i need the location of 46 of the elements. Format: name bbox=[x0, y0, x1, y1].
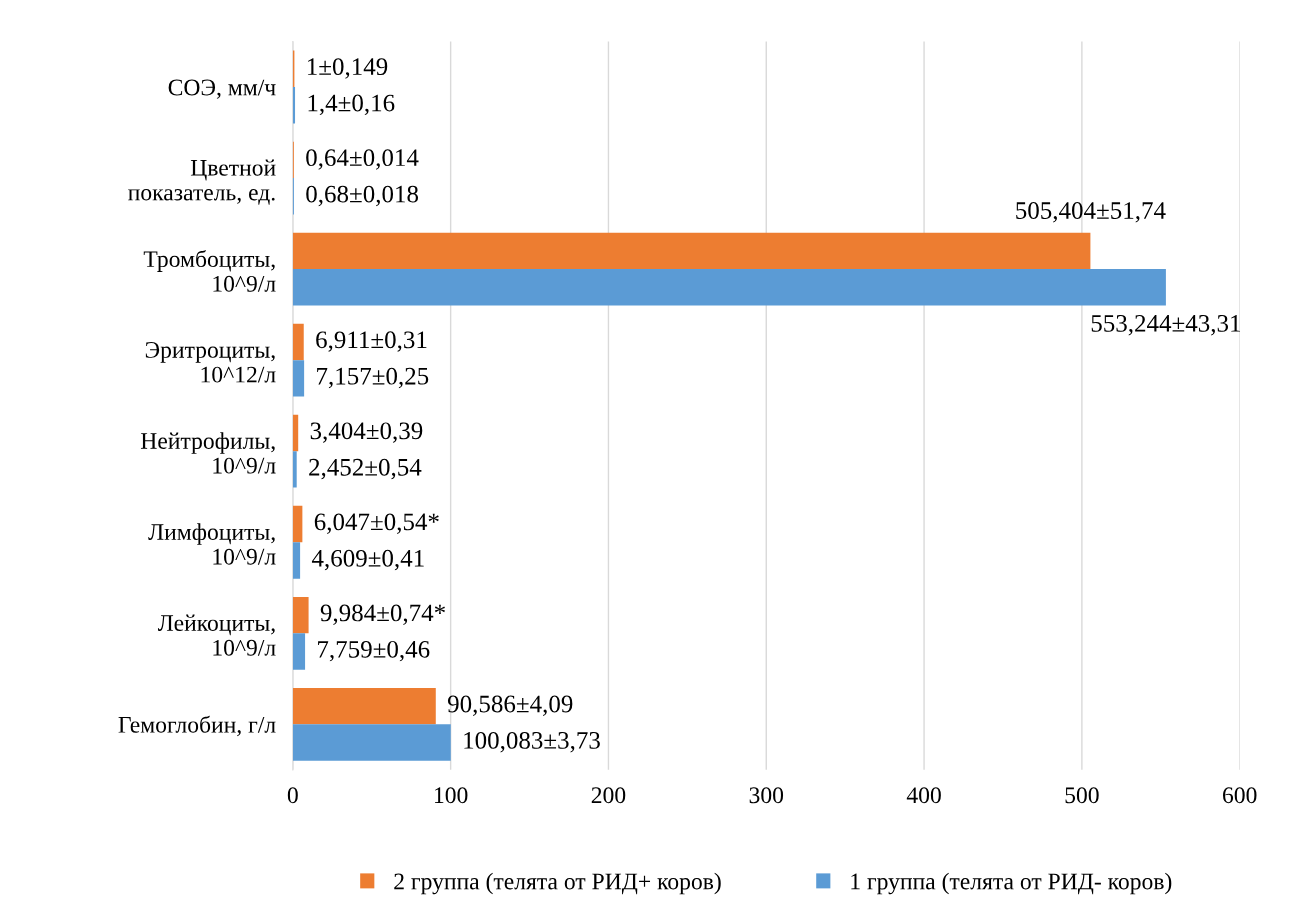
x-tick-label: 200 bbox=[591, 787, 626, 804]
data-label: 3,404±0,39 bbox=[310, 422, 423, 443]
bar bbox=[292, 724, 451, 761]
bar bbox=[292, 414, 299, 452]
data-label: 1,4±0,16 bbox=[308, 94, 395, 116]
bar bbox=[292, 323, 304, 361]
data-label: 7,759±0,46 bbox=[318, 640, 430, 662]
x-tick-label: 300 bbox=[749, 787, 784, 804]
bar bbox=[292, 633, 306, 670]
data-label: 0,64±0,014 bbox=[306, 149, 419, 170]
bar bbox=[292, 360, 305, 397]
bar bbox=[292, 451, 297, 488]
data-label: 7,157±0,25 bbox=[317, 367, 429, 389]
data-label: 553,244±43,31 bbox=[1091, 315, 1241, 336]
bar bbox=[292, 87, 296, 124]
y-tick-label: Цветной показатель, ед. bbox=[128, 159, 276, 205]
legend-label: 2 группа (телята от РИД+ коров) bbox=[394, 872, 721, 895]
y-tick-label: Эритроциты, 10^12/л bbox=[145, 342, 276, 383]
bar bbox=[292, 687, 436, 725]
data-label: 90,586±4,09 bbox=[447, 695, 573, 716]
bar bbox=[292, 596, 309, 634]
bar bbox=[292, 269, 1166, 306]
data-label: 6,911±0,31 bbox=[316, 331, 427, 352]
x-tick-label: 500 bbox=[1065, 787, 1099, 804]
bar bbox=[292, 542, 301, 579]
x-tick-label: 100 bbox=[435, 787, 468, 804]
y-tick-label: Гемоглобин, г/л bbox=[118, 715, 276, 737]
legend-label: 1 группа (телята от РИД- коров) bbox=[851, 872, 1172, 895]
data-label: 6,047±0,54* bbox=[314, 513, 439, 534]
bar bbox=[292, 505, 303, 543]
y-tick-label: Лимфоциты, 10^9/л bbox=[148, 523, 276, 565]
data-label: 0,68±0,018 bbox=[306, 185, 419, 207]
y-tick-label: СОЭ, мм/ч bbox=[168, 79, 276, 99]
data-label: 505,404±51,74 bbox=[1016, 202, 1166, 223]
x-tick-label: 400 bbox=[906, 787, 941, 804]
data-label: 1±0,149 bbox=[307, 58, 388, 79]
data-label: 100,083±3,73 bbox=[464, 731, 600, 753]
y-tick-label: Нейтрофилы, 10^9/л bbox=[140, 432, 276, 474]
bar bbox=[292, 232, 1091, 270]
y-tick-label: Тромбоциты, 10^9/л bbox=[143, 249, 276, 292]
x-tick-label: 600 bbox=[1223, 787, 1257, 804]
data-label: 4,609±0,41 bbox=[311, 549, 424, 571]
y-tick-label: Лейкоциты, 10^9/л bbox=[157, 614, 276, 656]
data-label: 2,452±0,54 bbox=[309, 458, 422, 480]
x-tick-label: 0 bbox=[287, 787, 298, 804]
data-label: 9,984±0,74* bbox=[320, 604, 445, 625]
